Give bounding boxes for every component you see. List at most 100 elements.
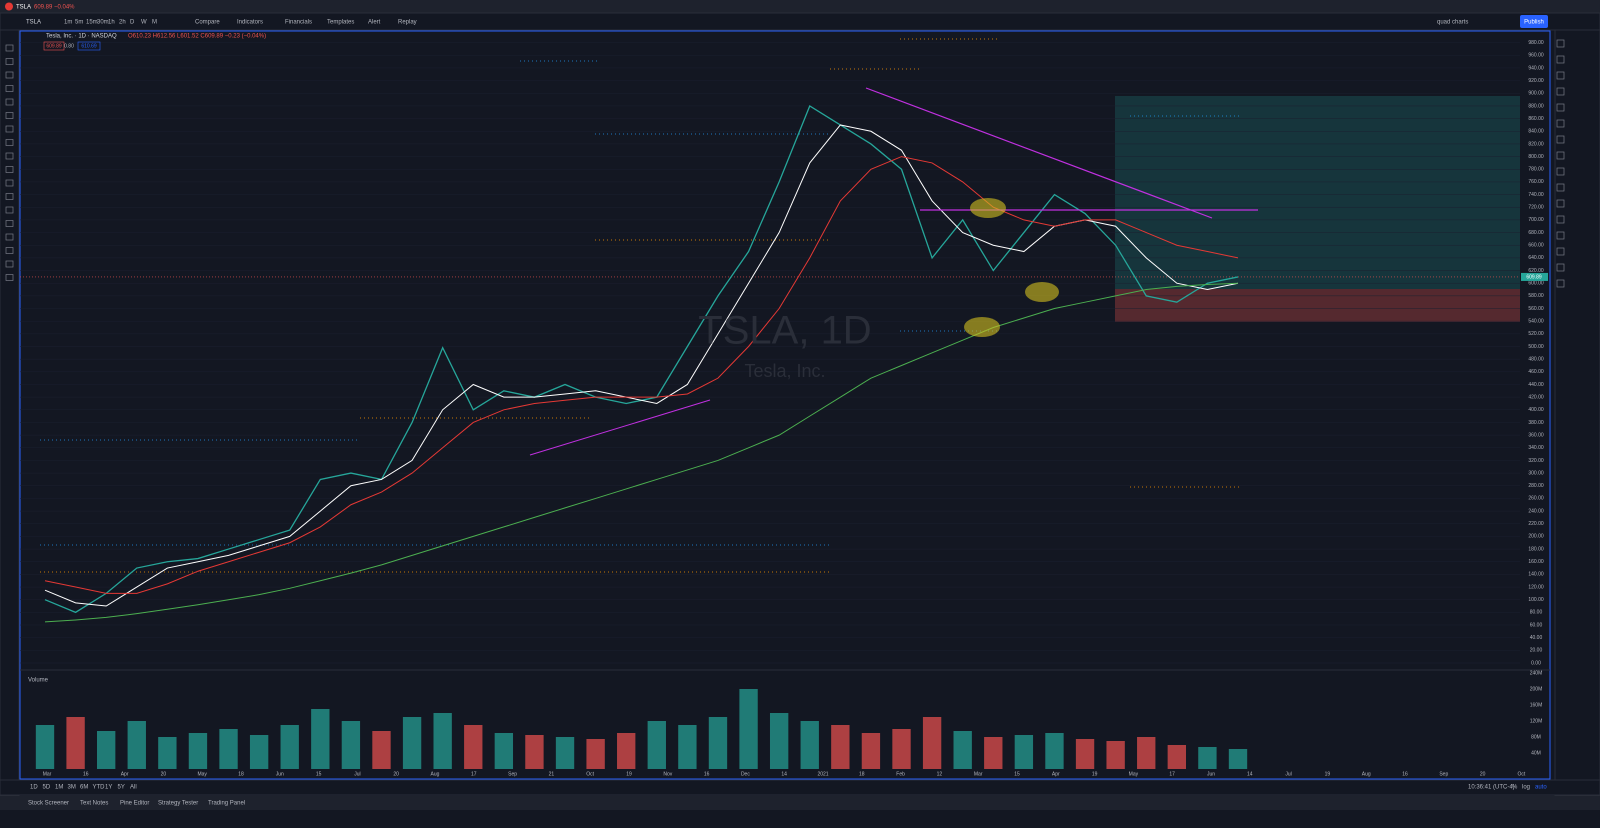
range-button[interactable]: 1D (30, 785, 38, 791)
side-icon[interactable] (1556, 231, 1565, 240)
tool-icon[interactable] (5, 125, 14, 133)
tool-icon[interactable] (5, 206, 14, 214)
x-tick-label: May (1129, 771, 1139, 777)
price-tick-label: 100.00 (1528, 597, 1544, 603)
toolbar-button[interactable]: Replay (398, 20, 417, 26)
tool-icon[interactable] (5, 152, 14, 160)
timeframe[interactable]: 5m (75, 20, 83, 26)
tool-icon[interactable] (5, 112, 14, 119)
range-button[interactable]: 6M (80, 785, 88, 791)
side-icon[interactable] (1556, 215, 1565, 224)
price-tick-label: 320.00 (1528, 458, 1544, 464)
range-button[interactable]: YTD (93, 785, 106, 791)
volume-bar (800, 721, 819, 769)
x-tick-label: 17 (1169, 771, 1175, 777)
toolbar-button[interactable]: Financials (285, 20, 312, 26)
timeframe[interactable]: D (130, 20, 135, 26)
range-button[interactable]: 1M (55, 785, 63, 791)
publish-button[interactable] (1520, 15, 1548, 28)
price-tick-label: 500.00 (1528, 344, 1544, 350)
volume-bar (341, 721, 361, 769)
side-icon[interactable] (1556, 39, 1565, 48)
x-tick-label: 21 (549, 771, 555, 777)
tool-icon[interactable] (5, 98, 14, 106)
tool-icon[interactable] (5, 44, 14, 52)
tool-icon[interactable] (5, 193, 14, 200)
toolbar-symbol[interactable]: TSLA (26, 20, 41, 26)
bottom-tab[interactable]: Text Notes (80, 801, 108, 807)
toolbar-button[interactable]: Compare (195, 20, 220, 26)
price-tick-label: 740.00 (1528, 192, 1544, 198)
side-icon[interactable] (1556, 87, 1565, 96)
x-tick-label: Aug (431, 771, 440, 777)
toolbar-button[interactable]: Alert (368, 20, 381, 26)
volume-tick-label: 80M (1531, 734, 1541, 740)
tool-icon[interactable] (5, 233, 14, 241)
side-icon[interactable] (1556, 71, 1565, 80)
tool-icon[interactable] (5, 247, 14, 254)
layout-name[interactable]: quad charts (1437, 20, 1468, 26)
range-button[interactable]: 1Y (105, 785, 112, 791)
side-icon[interactable] (1556, 247, 1565, 256)
timeframe[interactable]: 2h (119, 20, 126, 26)
timeframe[interactable]: 1h (108, 20, 115, 26)
tool-icon[interactable] (5, 71, 14, 79)
tool-icon[interactable] (5, 58, 14, 65)
side-icon[interactable] (1556, 199, 1565, 208)
range-button[interactable]: 3M (68, 785, 76, 791)
side-icon[interactable] (1556, 151, 1565, 160)
chart (20, 38, 1520, 769)
side-icon[interactable] (1556, 119, 1565, 128)
tool-icon[interactable] (5, 139, 14, 146)
tool-icon[interactable] (5, 179, 14, 187)
price-tick-label: 240.00 (1528, 508, 1544, 514)
tab-symbol[interactable]: TSLA (16, 5, 31, 11)
tool-icon[interactable] (5, 274, 14, 281)
price-tick-label: 0.00 (1531, 660, 1541, 666)
log-toggle[interactable]: log (1522, 785, 1530, 791)
bottom-tab[interactable]: Stock Screener (28, 801, 69, 807)
price-tick-label: 700.00 (1528, 217, 1544, 223)
bottom-tab[interactable]: Strategy Tester (158, 801, 198, 807)
timeframe[interactable]: W (141, 20, 147, 26)
bottom-tab[interactable]: Pine Editor (120, 801, 149, 807)
price-tick-label: 580.00 (1528, 293, 1544, 299)
legend-title: Tesla, Inc. · 1D · NASDAQ (46, 34, 117, 40)
price-tick-label: 640.00 (1528, 255, 1544, 261)
highlight (970, 198, 1006, 218)
timeframe[interactable]: 1m (64, 20, 72, 26)
ask-box[interactable] (77, 41, 101, 51)
timeframe[interactable]: M (152, 20, 157, 26)
toolbar-button[interactable]: Templates (327, 20, 354, 26)
side-icon[interactable] (1556, 263, 1565, 272)
bid: 609.89 (46, 43, 62, 49)
range-button[interactable]: 5D (43, 785, 51, 791)
price-tick-label: 980.00 (1528, 40, 1544, 46)
x-tick-label: 16 (1402, 771, 1408, 777)
tool-icon[interactable] (5, 220, 14, 227)
auto-toggle[interactable]: auto (1535, 785, 1547, 791)
side-icon[interactable] (1556, 135, 1565, 144)
side-icon[interactable] (1556, 103, 1565, 112)
publish-label[interactable]: Publish (1524, 20, 1544, 26)
side-icon[interactable] (1556, 167, 1565, 176)
tool-icon[interactable] (5, 85, 14, 92)
side-icon[interactable] (1556, 183, 1565, 192)
range-button[interactable]: All (130, 785, 137, 791)
side-icon[interactable] (1556, 55, 1565, 64)
volume-tick-label: 240M (1530, 670, 1543, 676)
toolbar-button[interactable]: Indicators (237, 20, 263, 26)
range-button[interactable]: 5Y (118, 785, 125, 791)
volume-bar (97, 731, 116, 769)
x-tick-label: Jun (276, 771, 284, 777)
tool-icon[interactable] (5, 166, 14, 173)
highlight (1025, 282, 1059, 302)
x-tick-label: 19 (626, 771, 632, 777)
timeframe[interactable]: 15m (86, 20, 98, 26)
timeframe[interactable]: 30m (97, 20, 109, 26)
tool-icon[interactable] (5, 260, 14, 268)
side-icon[interactable] (1556, 279, 1565, 288)
percent-toggle[interactable]: % (1512, 785, 1518, 791)
bottom-tab[interactable]: Trading Panel (208, 801, 245, 807)
bid-box[interactable] (43, 41, 65, 51)
